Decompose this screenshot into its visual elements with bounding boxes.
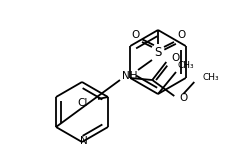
Text: O: O bbox=[179, 93, 187, 103]
Text: CH₃: CH₃ bbox=[178, 60, 195, 70]
Text: O: O bbox=[131, 30, 139, 40]
Text: N: N bbox=[80, 136, 88, 146]
Text: O: O bbox=[177, 30, 185, 40]
Text: CH₃: CH₃ bbox=[202, 74, 219, 83]
Text: S: S bbox=[154, 45, 162, 58]
Text: Cl: Cl bbox=[78, 98, 88, 108]
Text: O: O bbox=[171, 53, 180, 63]
Text: NH: NH bbox=[122, 71, 138, 81]
